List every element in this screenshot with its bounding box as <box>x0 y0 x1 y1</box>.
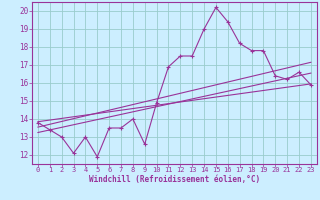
X-axis label: Windchill (Refroidissement éolien,°C): Windchill (Refroidissement éolien,°C) <box>89 175 260 184</box>
